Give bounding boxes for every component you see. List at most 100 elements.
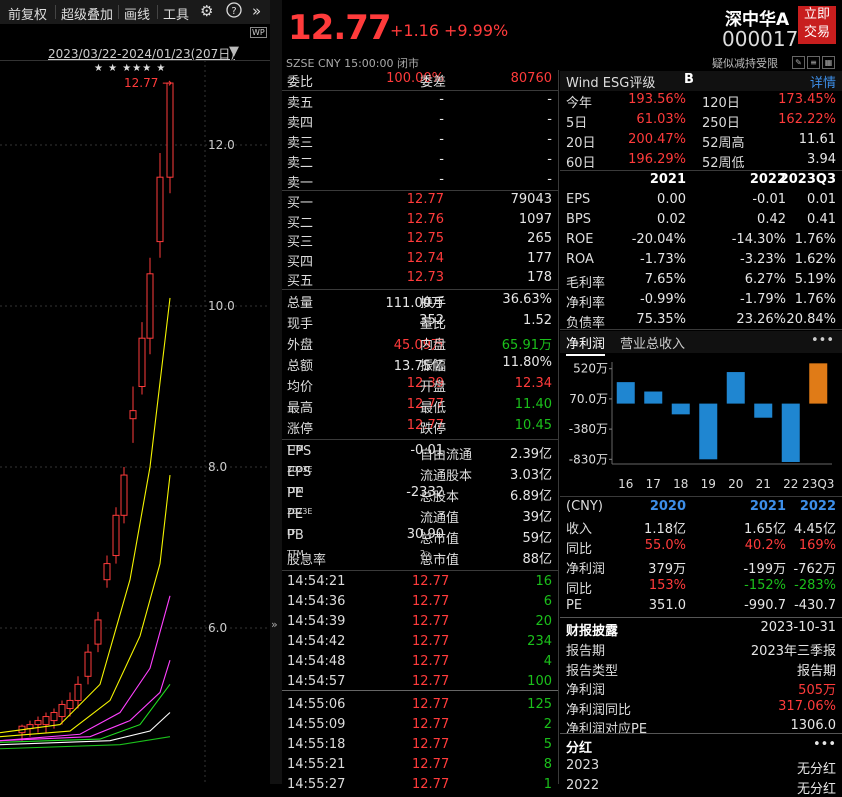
ask-volume: - <box>547 152 552 167</box>
overlay-button[interactable]: 超级叠加 <box>61 8 114 23</box>
grid-icon[interactable]: ▦ <box>822 56 835 69</box>
bid-row: 买一 12.77 79043 <box>282 191 558 211</box>
candlestick-chart[interactable]: 12.0 10.0 8.0 6.0 12.77 → <box>0 60 270 784</box>
edit-icon[interactable]: ✎ <box>792 56 805 69</box>
report-title-row: 财报披露 2023-10-31 <box>560 619 842 639</box>
tab-revenue[interactable]: 营业总收入 <box>620 337 686 352</box>
bid-price: 12.75 <box>406 231 444 246</box>
list-icon[interactable]: ≡ <box>807 56 820 69</box>
weibi-value: 100.00% <box>386 71 444 86</box>
fin-label: EPS <box>566 192 591 207</box>
fund-label: EPS <box>287 444 312 459</box>
stat-row: 均价 12.39 开盘 12.34 <box>282 375 558 395</box>
price-change-pct: +9.99% <box>444 21 509 40</box>
fundamental-row: EPS TTM -0.01 自由流通 2.39亿 <box>282 442 558 463</box>
tick-time: 14:55:18 <box>287 737 346 752</box>
performance-row: 60日 196.29% 52周低 3.94 <box>560 151 842 171</box>
fundamental-row: PB LF 30.90 总市值 1 59亿 <box>282 526 558 547</box>
draw-line-button[interactable]: 画线 <box>124 8 151 23</box>
annual-value: 4.45亿 <box>794 522 836 537</box>
dividend-row: 2023 无分红 <box>560 757 842 777</box>
annual-unit: (CNY) <box>566 499 603 514</box>
wind-esg-row[interactable]: Wind ESG评级 B 详情 <box>560 71 842 91</box>
fin-year: 2021 <box>649 172 686 187</box>
settings-gear-icon[interactable]: ⚙ <box>200 2 214 20</box>
annual-value: 169% <box>798 538 836 553</box>
wp-badge[interactable]: WP <box>250 27 267 38</box>
panel-collapse-handle[interactable]: » <box>270 0 282 784</box>
bid-label: 买二 <box>287 215 314 231</box>
tick-price: 12.77 <box>412 737 450 752</box>
tab-net-profit[interactable]: 净利润 <box>566 333 606 356</box>
fin-row: 毛利率 7.65% 6.27% 5.19% <box>560 271 842 291</box>
stat-row: 涨停 12.77 跌停 10.45 <box>282 417 558 437</box>
bid-volume: 79043 <box>510 192 552 207</box>
price-tick-label: 8.0 <box>208 460 227 474</box>
report-label: 报告类型 <box>566 663 619 679</box>
fund-label: 流通股本 <box>420 469 473 484</box>
collapse-icon: » <box>271 618 278 631</box>
fund-label-sup: TTM <box>287 549 304 558</box>
tick-price: 12.77 <box>412 777 450 792</box>
candle <box>74 683 82 701</box>
tick-row: 14:54:36 12.77 6 <box>282 593 558 613</box>
dividend-title: 分红 <box>566 741 593 756</box>
tick-time: 14:54:21 <box>287 574 346 589</box>
fund-label-sup: 2 <box>420 549 426 558</box>
bid-price: 12.76 <box>406 211 444 227</box>
fundamental-row: PE 2023E - 流通值 39亿 <box>282 505 558 526</box>
trade-now-button[interactable]: 立即 交易 <box>798 6 836 44</box>
annual-row: 净利润 379万 -199万 -762万 <box>560 557 842 577</box>
tick-volume: 5 <box>543 737 552 752</box>
annual-value: 1.18亿 <box>644 522 686 537</box>
fund-label-sup: TTM <box>287 486 304 495</box>
fin-label: BPS <box>566 212 592 227</box>
dividend-value: 无分红 <box>796 762 836 777</box>
perf-value: 162.22% <box>778 112 836 127</box>
fund-label: PE <box>287 507 304 522</box>
fin-value: -0.99% <box>640 292 686 307</box>
fin-row: ROA -1.73% -3.23% 1.62% <box>560 251 842 271</box>
reduction-warning: 疑似减持受限 <box>712 57 778 70</box>
ask-price: - <box>439 92 444 107</box>
more-icon[interactable]: ••• <box>810 333 834 348</box>
fundamental-row: PE TTM -2332 总股本 6.89亿 <box>282 484 558 505</box>
date-range[interactable]: 2023/03/22-2024/01/23(207日) <box>48 47 235 61</box>
stat-label: 开盘 <box>420 380 447 395</box>
expand-chevron-icon[interactable]: » <box>252 2 262 20</box>
annual-value: 351.0 <box>648 598 686 613</box>
report-value: 505万 <box>798 683 836 698</box>
bid-row: 买三 12.75 265 <box>282 230 558 250</box>
fin-value: 1.76% <box>794 232 836 247</box>
perf-value: 3.94 <box>807 152 836 167</box>
fin-value: 1.76% <box>794 292 836 307</box>
stock-name: 深中华A <box>725 10 790 30</box>
help-icon[interactable]: ? <box>226 2 242 22</box>
stat-label: 振幅 <box>420 359 447 374</box>
ask-row: 卖一 - - <box>282 171 558 191</box>
perf-value: 11.61 <box>798 132 836 147</box>
quote-header: 12.77 +1.16 +9.99% SZSE CNY 15:00:00 闭市 … <box>282 0 842 70</box>
tick-time: 14:54:57 <box>287 674 346 689</box>
stat-value: 65.91万 <box>501 338 552 353</box>
candle <box>42 716 50 726</box>
annual-label: PE <box>566 598 583 613</box>
report-row: 报告类型 报告期 <box>560 659 842 679</box>
fund-value: - <box>439 506 444 521</box>
fin-value: 0.01 <box>807 192 836 207</box>
esg-detail-link[interactable]: 详情 <box>809 76 836 91</box>
fin-value: 20.84% <box>786 312 836 327</box>
range-dropdown-icon[interactable]: ▼ <box>229 44 239 59</box>
tick-row: 14:55:21 12.77 8 <box>282 756 558 776</box>
fund-value: 30.90 <box>406 527 444 542</box>
report-value: 1306.0 <box>790 718 837 733</box>
ask-label: 卖二 <box>287 156 314 171</box>
bid-volume: 265 <box>527 231 552 246</box>
tools-button[interactable]: 工具 <box>163 8 190 23</box>
moving-average-line <box>0 595 171 742</box>
adjust-forward-button[interactable]: 前复权 <box>8 8 48 23</box>
profit-bar <box>754 403 773 418</box>
kline-panel[interactable]: 前复权 超级叠加 画线 工具 ⚙ ? » WP 2023/03/22-2024/… <box>0 0 270 784</box>
annual-value: 1.65亿 <box>744 522 786 537</box>
stat-value: 11.40 <box>514 397 552 412</box>
